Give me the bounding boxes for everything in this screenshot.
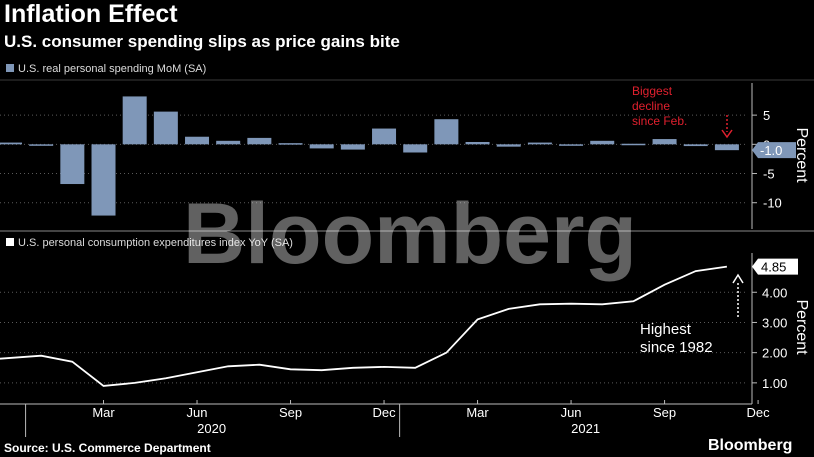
pce-annotation-text: Highest xyxy=(640,321,692,338)
pce-panel: U.S. personal consumption expenditures i… xyxy=(0,237,810,404)
pce-legend-label: U.S. personal consumption expenditures i… xyxy=(18,237,293,249)
spending-bar xyxy=(434,119,459,145)
pce-legend-swatch xyxy=(6,238,14,246)
year-label: 2021 xyxy=(571,421,600,436)
spending-panel: U.S. real personal spending MoM (SA) 50-… xyxy=(0,63,814,229)
spending-annotation-text: since Feb. xyxy=(632,114,687,128)
spending-bar xyxy=(91,144,116,216)
spending-bar xyxy=(278,143,303,145)
pce-annotation-arrowhead xyxy=(732,273,744,284)
x-axis: Mar Jun Sep Dec Mar Jun Sep Dec 2020 2021 xyxy=(0,400,770,437)
chart-title: Inflation Effect xyxy=(4,0,178,28)
bloomberg-logo: Bloomberg xyxy=(708,437,793,454)
source-note: Source: U.S. Commerce Department xyxy=(4,441,211,455)
bloomberg-watermark: Bloomberg xyxy=(183,186,637,282)
spending-y-tick-label: -5 xyxy=(763,167,775,182)
spending-bar xyxy=(527,142,552,145)
spending-legend-label: U.S. real personal spending MoM (SA) xyxy=(18,63,206,75)
spending-bar xyxy=(372,128,397,145)
spending-bar xyxy=(683,144,708,147)
x-tick-label: Dec xyxy=(747,405,771,420)
spending-bar xyxy=(652,139,677,145)
pce-y-tick-label: 3.00 xyxy=(762,315,787,330)
chart-subtitle: U.S. consumer spending slips as price ga… xyxy=(4,32,400,51)
spending-bar xyxy=(29,144,54,146)
spending-bar xyxy=(403,144,428,153)
year-label: 2020 xyxy=(197,421,226,436)
pce-last-value-badge xyxy=(752,258,798,275)
pce-y-tick-label: 1.00 xyxy=(762,376,787,391)
spending-bar xyxy=(714,144,739,151)
spending-bar xyxy=(122,96,147,145)
spending-legend-swatch xyxy=(6,64,14,72)
x-tick-label: Sep xyxy=(653,405,676,420)
spending-bar xyxy=(247,137,272,145)
spending-bar xyxy=(60,144,85,185)
spending-annotation-text: decline xyxy=(632,99,670,113)
spending-bar xyxy=(465,141,490,145)
spending-bar xyxy=(185,136,210,145)
x-tick-label: Sep xyxy=(279,405,302,420)
x-tick-label: Jun xyxy=(187,405,208,420)
spending-y-tick-label: 5 xyxy=(763,108,770,123)
pce-y-axis-label: Percent xyxy=(793,299,810,355)
spending-bar xyxy=(309,144,334,149)
spending-annotation-text: Biggest xyxy=(632,84,673,98)
spending-bar xyxy=(216,140,241,145)
spending-last-value-badge xyxy=(752,142,796,159)
x-tick-label: Dec xyxy=(372,405,396,420)
spending-last-value-label: -1.0 xyxy=(760,143,782,158)
spending-bar xyxy=(590,140,615,145)
spending-bar xyxy=(559,144,584,146)
spending-y-tick-label: -10 xyxy=(763,196,782,211)
spending-annotation-arrowhead xyxy=(721,129,733,139)
pce-annotation-text: since 1982 xyxy=(640,339,713,356)
pce-y-tick-label: 2.00 xyxy=(762,346,787,361)
spending-bar xyxy=(0,142,22,145)
spending-bar xyxy=(496,144,521,147)
spending-bar xyxy=(153,111,178,145)
x-tick-label: Mar xyxy=(92,405,115,420)
spending-bar xyxy=(340,144,365,150)
pce-series-line xyxy=(0,265,728,387)
x-tick-label: Jun xyxy=(561,405,582,420)
spending-bar xyxy=(621,143,646,146)
x-tick-label: Mar xyxy=(466,405,489,420)
spending-y-axis-label: Percent xyxy=(793,127,810,183)
pce-y-tick-label: 4.00 xyxy=(762,285,787,300)
pce-last-value-label: 4.85 xyxy=(761,260,786,275)
